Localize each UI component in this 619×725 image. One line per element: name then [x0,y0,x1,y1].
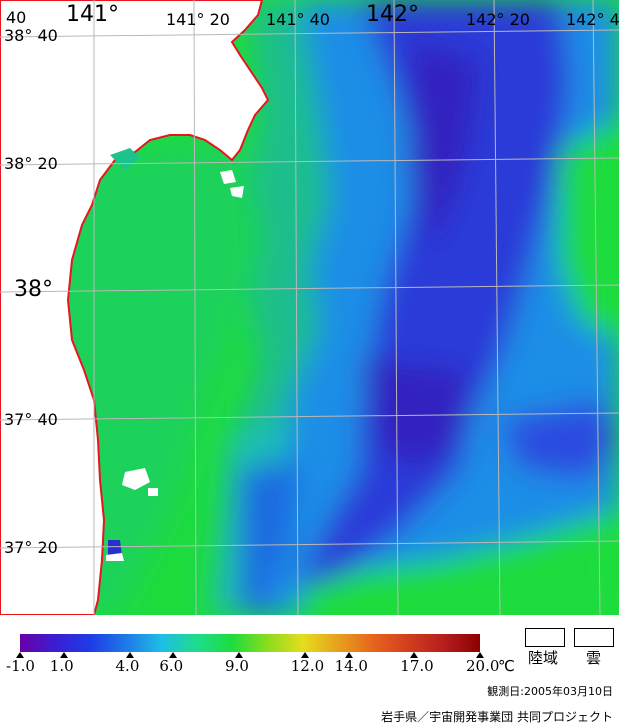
colorbar-tick-label: 20.0 [466,657,500,675]
lat-label-prefix: 40 [6,8,27,27]
colorbar-tick-mark [16,652,24,658]
colorbar-tick-label: 14.0 [334,657,368,675]
colorbar-tick-mark [125,652,134,658]
colorbar-tick-mark [300,652,309,658]
colorbar-tick-label: -1.0 [6,657,35,675]
lat-label-37-40: 37° 40 [4,410,58,429]
lon-label-142-40: 142° 4 [566,10,619,29]
temperature-unit: ℃ [498,657,515,675]
observation-date: 観測日:2005年03月10日 [487,685,613,698]
temperature-field [40,0,619,615]
cloud-legend-swatch [574,628,614,647]
lon-label-142: 142° [366,2,419,27]
colorbar-tick-mark [476,652,484,658]
lat-label-38-20: 38° 20 [4,154,58,173]
colorbar-tick-mark [169,652,178,658]
colorbar-tick-mark [235,652,244,658]
colorbar-tick-mark [344,652,353,658]
cloud-legend-label: 雲 [586,649,602,667]
colorbar-tick-mark [410,652,419,658]
credit-line: 岩手県／宇宙開発事業団 共同プロジェクト [381,710,613,724]
lon-label-141: 141° [66,2,119,27]
lat-label-37-20: 37° 20 [4,538,58,557]
colorbar-tick-label: 17.0 [400,657,434,675]
land-legend-swatch [525,628,565,647]
colorbar-tick-label: 1.0 [49,657,74,675]
colorbar-tick-label: 4.0 [115,657,140,675]
colorbar-tick-mark [59,652,68,658]
lon-label-141-40: 141° 40 [266,10,330,29]
lon-label-141-20: 141° 20 [166,10,230,29]
sea-surface-temperature-map [0,0,619,615]
colorbar-tick-label: 9.0 [225,657,249,675]
land-area [0,0,270,615]
colorbar-tick-label: 6.0 [159,657,184,675]
graticule [0,0,619,615]
lat-label-38: 38° [14,277,53,302]
temperature-colorbar [20,634,480,652]
land-legend-label: 陸域 [528,649,559,667]
lon-label-142-20: 142° 20 [466,10,530,29]
colorbar-tick-label: 12.0 [290,657,325,675]
lat-label-38-40: 38° 40 [4,26,58,45]
